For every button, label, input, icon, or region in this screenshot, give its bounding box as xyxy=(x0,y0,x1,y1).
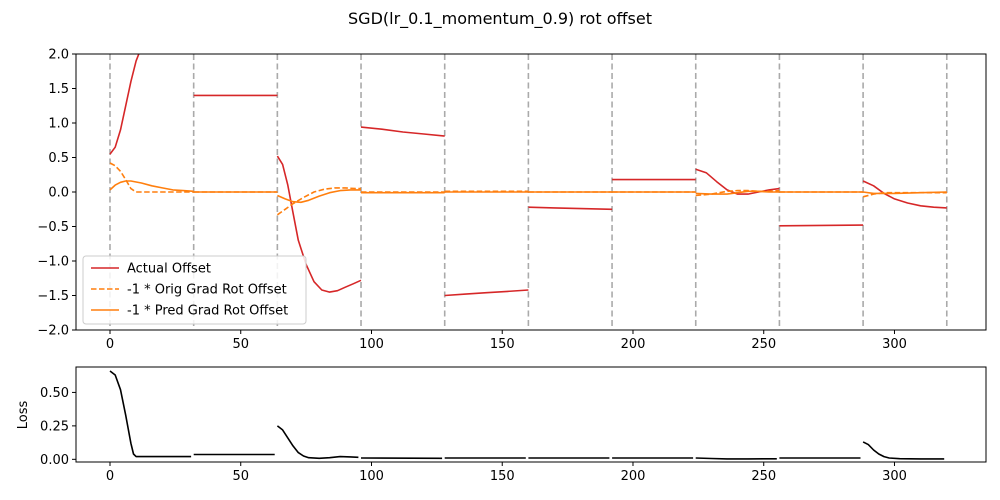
series-line--1-pred-grad-rot-offset xyxy=(862,191,947,195)
series-line-actual-offset xyxy=(528,206,613,211)
x-tick-label: 250 xyxy=(751,469,776,484)
series-line--1-pred-grad-rot-offset xyxy=(277,189,361,204)
y-tick-label: 0.50 xyxy=(40,386,69,401)
legend-box xyxy=(82,255,307,325)
x-tick-label: 150 xyxy=(490,337,515,352)
x-tick-label: 0 xyxy=(106,469,114,484)
legend-label: Actual Offset xyxy=(127,262,211,277)
chart-title: SGD(lr_0.1_momentum_0.9) rot offset xyxy=(348,9,652,29)
series-line-actual-offset xyxy=(444,289,529,297)
series-line-loss xyxy=(109,370,192,458)
legend: Actual Offset -1 * Orig Grad Rot Offset -1… xyxy=(82,255,307,325)
legend-label: -1 * Pred Grad Rot Offset xyxy=(127,304,288,319)
x-tick-label: 50 xyxy=(232,337,249,352)
x-tick-label: 100 xyxy=(359,469,384,484)
x-tick-label: 100 xyxy=(359,337,384,352)
series-line-actual-offset xyxy=(862,180,947,209)
y-tick-label: 1.0 xyxy=(48,117,69,132)
x-tick-label: 300 xyxy=(882,337,907,352)
loss-axis-label: Loss xyxy=(16,401,31,430)
x-tick-label: 150 xyxy=(490,469,515,484)
series-line-actual-offset xyxy=(109,54,140,155)
series-line-actual-offset xyxy=(779,224,864,227)
legend-label: -1 * Orig Grad Rot Offset xyxy=(127,283,287,298)
series-line-actual-offset xyxy=(276,155,362,293)
x-tick-label: 300 xyxy=(882,469,907,484)
y-tick-label: 0.0 xyxy=(48,186,69,201)
x-tick-label: 50 xyxy=(232,469,249,484)
y-tick-label: −1.5 xyxy=(37,289,69,304)
series-line-loss xyxy=(862,441,945,460)
series-line--1-pred-grad-rot-offset xyxy=(109,180,194,193)
y-tick-label: 2.0 xyxy=(48,48,69,63)
y-tick-label: 0.25 xyxy=(40,419,69,434)
x-tick-label: 0 xyxy=(106,337,114,352)
loss-plot: 0 50 100 150 200 250 300 0.00 0.25 0.50 xyxy=(40,366,987,484)
series-line-loss xyxy=(276,425,359,460)
x-tick-label: 250 xyxy=(751,337,776,352)
y-tick-label: −1.0 xyxy=(37,255,69,270)
y-tick-label: −2.0 xyxy=(37,324,69,339)
series-line--1-orig-grad-rot-offset xyxy=(276,187,361,216)
series-line--1-orig-grad-rot-offset xyxy=(109,162,194,193)
series-line-actual-offset xyxy=(695,168,780,195)
series-line--1-pred-grad-rot-offset xyxy=(695,190,780,195)
series-line-actual-offset xyxy=(360,126,445,137)
y-tick-label: 1.5 xyxy=(48,82,69,97)
y-tick-label: −0.5 xyxy=(37,220,69,235)
series-line-loss xyxy=(695,457,777,460)
x-tick-label: 200 xyxy=(621,337,646,352)
plot-frame xyxy=(75,366,987,463)
y-tick-label: 0.00 xyxy=(40,453,69,468)
x-tick-label: 200 xyxy=(621,469,646,484)
rot-offset-plot: 0 50 100 150 200 250 300 −2.0 −1.5 −1.0 −0.5 0.0 0.5… xyxy=(37,48,987,352)
y-tick-label: 0.5 xyxy=(48,151,69,166)
